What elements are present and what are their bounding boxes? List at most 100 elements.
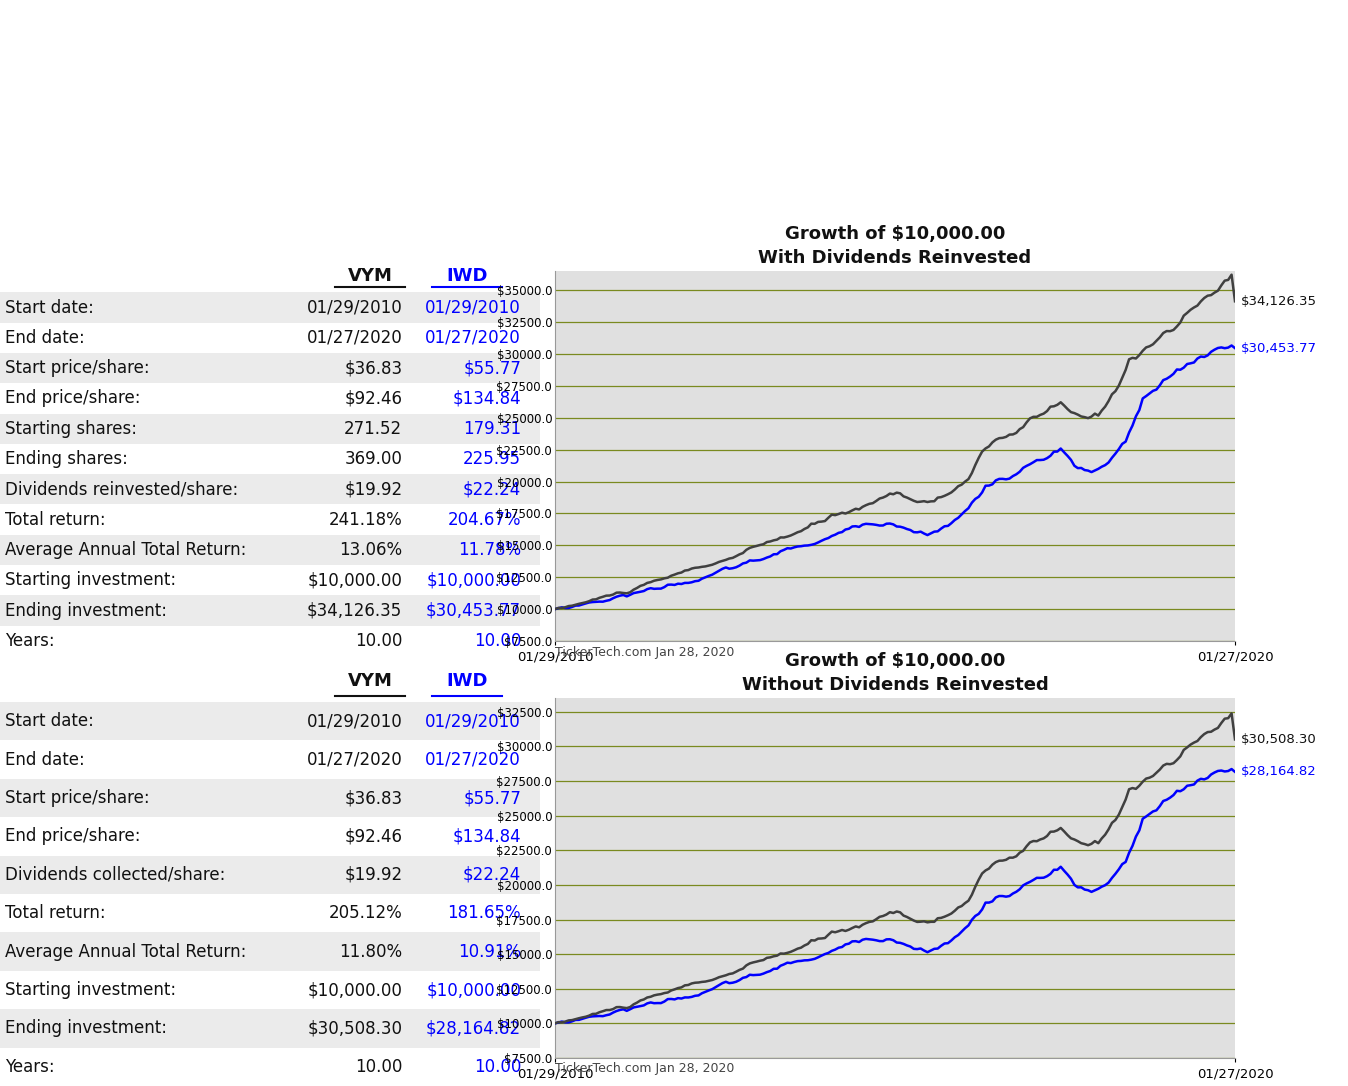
Text: Ending investment:: Ending investment: xyxy=(5,602,167,619)
Text: 01/29/2010: 01/29/2010 xyxy=(426,299,522,316)
Bar xyxy=(0,414,541,444)
Text: $19.92: $19.92 xyxy=(344,866,402,884)
Text: Average Annual Total Return:: Average Annual Total Return: xyxy=(5,541,247,559)
Bar xyxy=(0,475,541,505)
Text: Start price/share:: Start price/share: xyxy=(5,359,150,377)
Text: $22.24: $22.24 xyxy=(462,480,522,498)
Text: 10.00: 10.00 xyxy=(473,1058,522,1076)
Text: $28,164.82: $28,164.82 xyxy=(1240,766,1316,779)
Text: 271.52: 271.52 xyxy=(344,419,402,438)
Text: TickerTech.com Jan 28, 2020: TickerTech.com Jan 28, 2020 xyxy=(555,646,735,659)
Bar xyxy=(0,702,541,741)
Text: 10.91%: 10.91% xyxy=(458,943,522,961)
Text: $134.84: $134.84 xyxy=(453,828,522,845)
Text: 369.00: 369.00 xyxy=(345,450,402,468)
Bar xyxy=(0,626,541,656)
Text: VYM: VYM xyxy=(348,267,392,285)
Text: $92.46: $92.46 xyxy=(344,390,402,407)
Text: 10.00: 10.00 xyxy=(355,1058,402,1076)
Text: $55.77: $55.77 xyxy=(464,359,522,377)
Bar xyxy=(0,818,541,856)
Text: 10.00: 10.00 xyxy=(355,632,402,649)
Text: VYM: VYM xyxy=(348,672,392,690)
Text: $134.84: $134.84 xyxy=(453,390,522,407)
Text: 01/27/2020: 01/27/2020 xyxy=(306,329,402,346)
Text: TickerTech.com Jan 28, 2020: TickerTech.com Jan 28, 2020 xyxy=(555,1062,735,1075)
Bar xyxy=(0,383,541,414)
Bar xyxy=(0,779,541,818)
Text: Total return:: Total return: xyxy=(5,510,106,529)
Text: Dividends collected/share:: Dividends collected/share: xyxy=(5,866,225,884)
Text: 01/29/2010: 01/29/2010 xyxy=(306,712,402,730)
Text: $30,453.77: $30,453.77 xyxy=(426,602,522,619)
Text: End date:: End date: xyxy=(5,329,85,346)
Text: End price/share:: End price/share: xyxy=(5,828,142,845)
Text: $30,508.30: $30,508.30 xyxy=(307,1020,402,1037)
Text: Starting shares:: Starting shares: xyxy=(5,419,137,438)
Text: Years:: Years: xyxy=(5,1058,55,1076)
Bar xyxy=(0,353,541,383)
Text: 205.12%: 205.12% xyxy=(329,905,402,922)
Text: 01/29/2010: 01/29/2010 xyxy=(426,712,522,730)
Text: 01/27/2020: 01/27/2020 xyxy=(306,750,402,769)
Bar xyxy=(0,933,541,971)
Text: 204.67%: 204.67% xyxy=(448,510,522,529)
Bar xyxy=(0,971,541,1009)
Text: End price/share:: End price/share: xyxy=(5,390,142,407)
Text: 10.00: 10.00 xyxy=(473,632,522,649)
Text: $10,000.00: $10,000.00 xyxy=(307,571,402,590)
Bar xyxy=(0,565,541,595)
Text: 01/27/2020: 01/27/2020 xyxy=(426,329,522,346)
Bar xyxy=(0,741,541,779)
Text: $36.83: $36.83 xyxy=(344,359,402,377)
Text: Start date:: Start date: xyxy=(5,299,94,316)
Bar xyxy=(0,534,541,565)
Bar xyxy=(0,1009,541,1048)
Text: Start date:: Start date: xyxy=(5,712,94,730)
Text: $22.24: $22.24 xyxy=(462,866,522,884)
Text: 179.31: 179.31 xyxy=(462,419,522,438)
Text: 241.18%: 241.18% xyxy=(329,510,402,529)
Bar xyxy=(0,292,541,323)
Text: 13.06%: 13.06% xyxy=(340,541,402,559)
Bar xyxy=(0,595,541,626)
Bar xyxy=(0,505,541,534)
Title: Growth of $10,000.00
With Dividends Reinvested: Growth of $10,000.00 With Dividends Rein… xyxy=(759,225,1031,267)
Bar xyxy=(0,1048,541,1086)
Text: Starting investment:: Starting investment: xyxy=(5,571,177,590)
Text: Total return:: Total return: xyxy=(5,905,106,922)
Text: Starting investment:: Starting investment: xyxy=(5,981,177,999)
Text: Start price/share:: Start price/share: xyxy=(5,790,150,807)
Text: $28,164.82: $28,164.82 xyxy=(426,1020,522,1037)
Bar xyxy=(0,856,541,894)
Text: 11.78%: 11.78% xyxy=(458,541,522,559)
Text: IWD: IWD xyxy=(446,267,488,285)
Text: IWD: IWD xyxy=(446,672,488,690)
Text: Ending investment:: Ending investment: xyxy=(5,1020,167,1037)
Text: $10,000.00: $10,000.00 xyxy=(426,981,522,999)
Bar xyxy=(0,444,541,475)
Title: Growth of $10,000.00
Without Dividends Reinvested: Growth of $10,000.00 Without Dividends R… xyxy=(741,652,1049,694)
Text: $55.77: $55.77 xyxy=(464,790,522,807)
Text: $30,508.30: $30,508.30 xyxy=(1240,733,1316,746)
Text: 01/27/2020: 01/27/2020 xyxy=(426,750,522,769)
Text: 11.80%: 11.80% xyxy=(340,943,402,961)
Text: $92.46: $92.46 xyxy=(344,828,402,845)
Text: $36.83: $36.83 xyxy=(344,790,402,807)
Text: $34,126.35: $34,126.35 xyxy=(307,602,402,619)
Text: 181.65%: 181.65% xyxy=(448,905,522,922)
Bar xyxy=(0,894,541,933)
Text: $10,000.00: $10,000.00 xyxy=(307,981,402,999)
Text: Ending shares:: Ending shares: xyxy=(5,450,128,468)
Text: $10,000.00: $10,000.00 xyxy=(426,571,522,590)
Text: Average Annual Total Return:: Average Annual Total Return: xyxy=(5,943,247,961)
Text: $19.92: $19.92 xyxy=(344,480,402,498)
Text: Years:: Years: xyxy=(5,632,55,649)
Text: $34,126.35: $34,126.35 xyxy=(1240,294,1317,307)
Text: 225.95: 225.95 xyxy=(464,450,522,468)
Text: Dividends reinvested/share:: Dividends reinvested/share: xyxy=(5,480,239,498)
Text: End date:: End date: xyxy=(5,750,85,769)
Bar xyxy=(0,323,541,353)
Text: $30,453.77: $30,453.77 xyxy=(1240,342,1317,355)
Text: 01/29/2010: 01/29/2010 xyxy=(306,299,402,316)
